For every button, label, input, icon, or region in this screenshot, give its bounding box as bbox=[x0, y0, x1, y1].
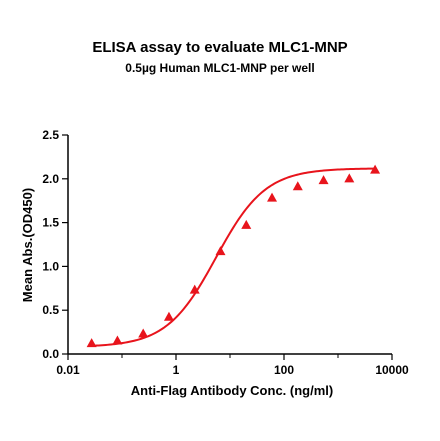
data-point bbox=[292, 181, 303, 191]
axis-ticks: 0.0 0.5 1.0 1.5 2.0 2.5 0.01 1 100 10000 bbox=[42, 128, 409, 377]
chart-title: ELISA assay to evaluate MLC1-MNP bbox=[92, 39, 348, 56]
data-point bbox=[267, 192, 278, 202]
y-tick-label: 2.0 bbox=[42, 172, 59, 186]
data-point bbox=[241, 219, 252, 229]
x-tick-label: 10000 bbox=[375, 363, 409, 377]
data-point bbox=[86, 338, 97, 348]
data-markers bbox=[86, 164, 381, 348]
y-tick-label: 2.5 bbox=[42, 128, 59, 142]
x-tick-label: 0.01 bbox=[56, 363, 80, 377]
data-point bbox=[163, 311, 174, 321]
y-axis-title: Mean Abs.(OD450) bbox=[20, 188, 35, 302]
data-point bbox=[344, 173, 355, 183]
y-tick-label: 1.0 bbox=[42, 259, 59, 273]
data-point bbox=[112, 335, 123, 345]
data-point bbox=[318, 175, 329, 185]
data-point bbox=[189, 284, 200, 294]
axes bbox=[67, 135, 392, 355]
chart-subtitle: 0.5µg Human MLC1-MNP per well bbox=[125, 61, 315, 75]
fit-curve bbox=[91, 167, 376, 347]
y-tick-label: 1.5 bbox=[42, 216, 59, 230]
data-point bbox=[138, 328, 149, 338]
x-axis-title: Anti-Flag Antibody Conc. (ng/ml) bbox=[131, 383, 333, 398]
x-tick-label: 1 bbox=[173, 363, 180, 377]
x-tick-label: 100 bbox=[274, 363, 294, 377]
data-point bbox=[370, 164, 381, 174]
y-tick-label: 0.5 bbox=[42, 303, 59, 317]
data-point bbox=[215, 246, 226, 256]
y-tick-label: 0.0 bbox=[42, 347, 59, 361]
